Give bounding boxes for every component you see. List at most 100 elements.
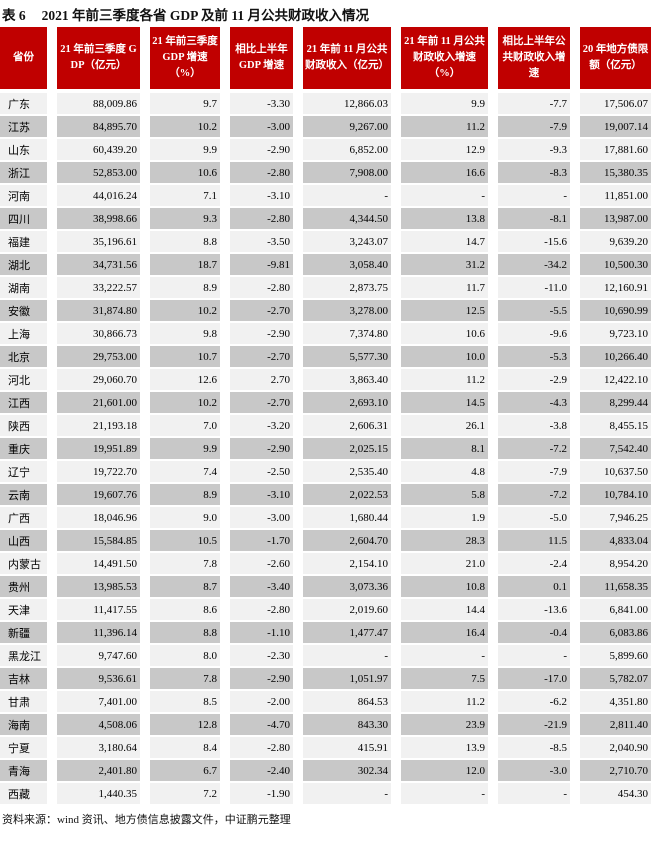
value-cell: 11,658.35 — [580, 576, 651, 599]
value-cell: 9,747.60 — [57, 645, 150, 668]
value-cell: 14.5 — [401, 392, 498, 415]
value-cell: 2,710.70 — [580, 760, 651, 783]
province-cell: 安徽 — [0, 300, 57, 323]
value-cell: 18.7 — [150, 254, 230, 277]
province-cell: 天津 — [0, 599, 57, 622]
value-cell: -13.6 — [498, 599, 580, 622]
value-cell: 4.8 — [401, 461, 498, 484]
value-cell: 3,180.64 — [57, 737, 150, 760]
value-cell: -1.10 — [230, 622, 303, 645]
province-cell: 宁夏 — [0, 737, 57, 760]
value-cell: 1,051.97 — [303, 668, 401, 691]
value-cell: 19,722.70 — [57, 461, 150, 484]
value-cell: -1.90 — [230, 783, 303, 806]
value-cell: 2,025.15 — [303, 438, 401, 461]
value-cell: 2,811.40 — [580, 714, 651, 737]
value-cell: 2,019.60 — [303, 599, 401, 622]
value-cell: -3.30 — [230, 93, 303, 116]
province-cell: 河南 — [0, 185, 57, 208]
value-cell: -34.2 — [498, 254, 580, 277]
value-cell: 8.5 — [150, 691, 230, 714]
value-cell: -3.20 — [230, 415, 303, 438]
province-cell: 吉林 — [0, 668, 57, 691]
value-cell: 19,007.14 — [580, 116, 651, 139]
province-cell: 福建 — [0, 231, 57, 254]
value-cell: 5,577.30 — [303, 346, 401, 369]
value-cell: 9,723.10 — [580, 323, 651, 346]
value-cell: 8.8 — [150, 231, 230, 254]
column-header-0: 省份 — [0, 27, 57, 93]
table-row: 四川 38,998.66 9.3 -2.80 4,344.50 13.8 -8.1 13,98… — [0, 208, 651, 231]
value-cell: 33,222.57 — [57, 277, 150, 300]
value-cell: -2.40 — [230, 760, 303, 783]
value-cell: -15.6 — [498, 231, 580, 254]
value-cell: -3.10 — [230, 484, 303, 507]
value-cell: 8.6 — [150, 599, 230, 622]
province-cell: 青海 — [0, 760, 57, 783]
province-cell: 黑龙江 — [0, 645, 57, 668]
value-cell: -3.0 — [498, 760, 580, 783]
value-cell: 9,536.61 — [57, 668, 150, 691]
value-cell: 9.9 — [150, 139, 230, 162]
province-cell: 湖南 — [0, 277, 57, 300]
value-cell: 2,606.31 — [303, 415, 401, 438]
value-cell: 10.5 — [150, 530, 230, 553]
value-cell: -7.2 — [498, 484, 580, 507]
value-cell: -7.9 — [498, 116, 580, 139]
value-cell: 19,951.89 — [57, 438, 150, 461]
value-cell: 84,895.70 — [57, 116, 150, 139]
value-cell: 7,401.00 — [57, 691, 150, 714]
value-cell: 1,680.44 — [303, 507, 401, 530]
value-cell: 9,267.00 — [303, 116, 401, 139]
table-row: 河南 44,016.24 7.1 -3.10- - -11,851.00 — [0, 185, 651, 208]
table-row: 福建 35,196.61 8.8 -3.50 3,243.07 14.7 -15.6 9,63… — [0, 231, 651, 254]
province-cell: 辽宁 — [0, 461, 57, 484]
value-cell: -2.60 — [230, 553, 303, 576]
value-cell: 5,899.60 — [580, 645, 651, 668]
value-cell: 5.8 — [401, 484, 498, 507]
value-cell: 8,299.44 — [580, 392, 651, 415]
value-cell: -2.50 — [230, 461, 303, 484]
value-cell: -3.40 — [230, 576, 303, 599]
value-cell: 1.9 — [401, 507, 498, 530]
value-cell: -8.1 — [498, 208, 580, 231]
table-row: 青海 2,401.80 6.7 -2.40 302.34 12.0 -3.0 2,710.70 — [0, 760, 651, 783]
value-cell: 10,784.10 — [580, 484, 651, 507]
province-cell: 重庆 — [0, 438, 57, 461]
value-cell: -2.80 — [230, 162, 303, 185]
value-cell: 4,351.80 — [580, 691, 651, 714]
table-row: 湖北 34,731.56 18.7 -9.81 3,058.40 31.2 -34.2 10,… — [0, 254, 651, 277]
value-cell: 7.0 — [150, 415, 230, 438]
value-cell: 10,690.99 — [580, 300, 651, 323]
value-cell: -3.00 — [230, 507, 303, 530]
value-cell: -9.3 — [498, 139, 580, 162]
province-cell: 新疆 — [0, 622, 57, 645]
value-cell: 10.6 — [150, 162, 230, 185]
table-row: 新疆 11,396.14 8.8 -1.10 1,477.47 16.4 -0.4 6,083… — [0, 622, 651, 645]
value-cell: 9.9 — [401, 93, 498, 116]
table-row: 辽宁 19,722.70 7.4 -2.50 2,535.40 4.8 -7.9 10,637… — [0, 461, 651, 484]
value-cell: 8.9 — [150, 277, 230, 300]
province-cell: 海南 — [0, 714, 57, 737]
value-cell: 0.1 — [498, 576, 580, 599]
value-cell: -8.5 — [498, 737, 580, 760]
value-cell: 9,639.20 — [580, 231, 651, 254]
table-row: 江西 21,601.00 10.2 -2.70 2,693.10 14.5 -4.3 8,29… — [0, 392, 651, 415]
table-row: 西藏 1,440.35 7.2 -1.90- - -454.30 — [0, 783, 651, 806]
column-header-6: 相比上半年公共财政收入增速 — [498, 27, 580, 93]
province-cell: 上海 — [0, 323, 57, 346]
value-cell: 8.7 — [150, 576, 230, 599]
value-cell: 9.8 — [150, 323, 230, 346]
value-cell: -2.80 — [230, 599, 303, 622]
value-cell: 28.3 — [401, 530, 498, 553]
value-cell: 21,601.00 — [57, 392, 150, 415]
value-cell: 38,998.66 — [57, 208, 150, 231]
table-title: 表 6 2021 年前三季度各省 GDP 及前 11 月公共财政收入情况 — [0, 0, 651, 27]
value-cell: 29,753.00 — [57, 346, 150, 369]
value-cell: -21.9 — [498, 714, 580, 737]
value-cell: 2,154.10 — [303, 553, 401, 576]
value-cell: 12.0 — [401, 760, 498, 783]
value-cell: 7.8 — [150, 553, 230, 576]
value-cell: - — [303, 185, 401, 208]
table-row: 吉林 9,536.61 7.8 -2.90 1,051.97 7.5 -17.0 5,782.… — [0, 668, 651, 691]
